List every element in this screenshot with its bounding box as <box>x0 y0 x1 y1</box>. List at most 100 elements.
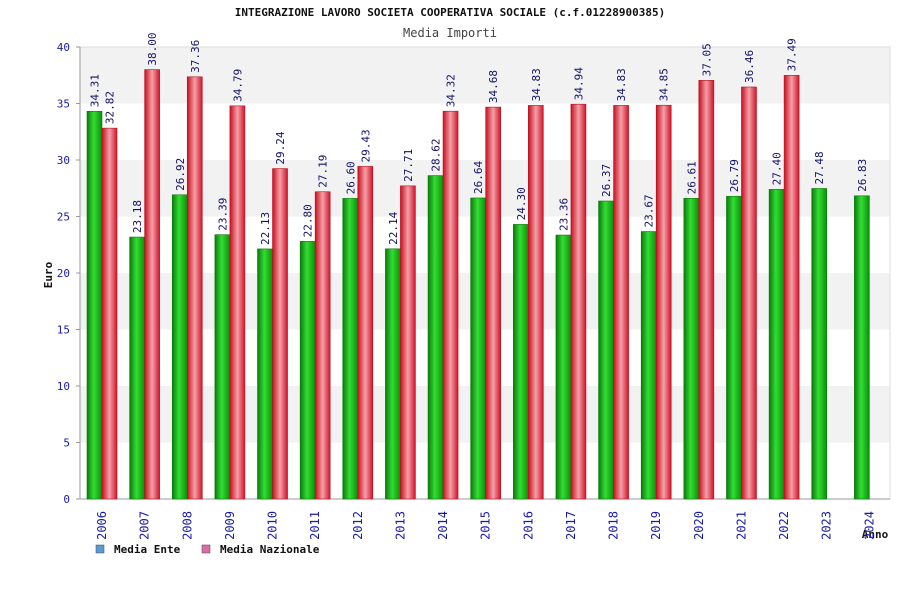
x-tick-label: 2007 <box>138 511 152 540</box>
bar-media-ente <box>683 198 700 500</box>
y-tick-label: 5 <box>63 437 70 450</box>
bar-media-ente <box>811 188 828 500</box>
x-tick-label: 2015 <box>479 511 493 540</box>
bar-media-nazionale <box>698 80 715 500</box>
y-tick-label: 10 <box>57 380 70 393</box>
x-tick-label: 2017 <box>564 511 578 540</box>
bar-media-nazionale <box>783 75 800 500</box>
x-tick-label: 2009 <box>223 511 237 540</box>
bar-media-nazionale <box>186 76 203 500</box>
x-tick-label: 2006 <box>95 511 109 540</box>
x-tick-label: 2014 <box>436 511 450 540</box>
x-tick-label: 2016 <box>521 511 535 540</box>
data-label: 37.36 <box>189 40 202 73</box>
bar-media-ente <box>427 175 444 500</box>
data-label: 27.48 <box>813 151 826 184</box>
data-label: 23.39 <box>216 198 229 231</box>
bar-media-nazionale <box>229 105 246 500</box>
bar-media-ente <box>726 195 742 500</box>
bar-media-ente <box>171 194 188 500</box>
data-label: 34.94 <box>572 67 585 100</box>
x-tick-label: 2024 <box>862 511 876 540</box>
bar-media-ente <box>299 241 316 500</box>
y-axis-label: Euro <box>42 261 55 288</box>
bar-media-nazionale <box>314 191 331 500</box>
data-label: 28.62 <box>430 138 443 171</box>
bar-media-nazionale <box>655 104 672 500</box>
bar-media-nazionale <box>442 110 459 500</box>
bar-media-ente <box>342 198 359 500</box>
x-tick-label: 2021 <box>734 511 748 540</box>
y-tick-label: 35 <box>57 98 70 111</box>
x-tick-label: 2008 <box>180 511 194 540</box>
bar-media-nazionale <box>357 166 374 500</box>
x-tick-label: 2012 <box>351 511 365 540</box>
y-tick-label: 0 <box>63 493 70 506</box>
legend-swatch-media-nazionale <box>201 544 211 554</box>
bar-media-ente <box>513 224 529 500</box>
bar-media-ente <box>768 189 785 500</box>
data-label: 23.67 <box>643 194 656 227</box>
bar-media-nazionale <box>570 103 587 500</box>
data-label: 34.68 <box>487 70 500 103</box>
legend-swatch-media-ente <box>95 544 105 554</box>
data-label: 37.49 <box>786 38 799 71</box>
x-tick-label: 2018 <box>607 511 621 540</box>
data-label: 34.31 <box>89 74 102 107</box>
data-label: 34.32 <box>445 74 458 107</box>
y-tick-label: 20 <box>57 267 70 280</box>
data-label: 32.82 <box>104 91 117 124</box>
data-label: 37.05 <box>700 43 713 76</box>
legend-label-media-ente: Media Ente <box>114 543 181 556</box>
y-tick-label: 30 <box>57 154 70 167</box>
data-label: 26.37 <box>600 164 613 197</box>
data-label: 26.79 <box>728 159 741 192</box>
data-label: 36.46 <box>743 50 756 83</box>
chart-subtitle: Media Importi <box>403 26 497 40</box>
x-axis-label: Anno <box>862 528 889 541</box>
data-label: 38.00 <box>146 32 159 65</box>
data-label: 26.61 <box>685 161 698 194</box>
data-label: 27.71 <box>402 149 415 182</box>
data-label: 29.24 <box>274 131 287 164</box>
data-label: 22.80 <box>302 204 315 237</box>
bar-media-nazionale <box>101 127 118 500</box>
y-tick-label: 15 <box>57 324 70 337</box>
x-tick-label: 2020 <box>692 511 706 540</box>
chart-title: INTEGRAZIONE LAVORO SOCIETA COOPERATIVA … <box>235 6 665 19</box>
bar-media-ente <box>555 234 572 500</box>
bar-media-nazionale <box>400 185 416 500</box>
bar-media-nazionale <box>741 86 757 500</box>
data-label: 34.83 <box>615 68 628 101</box>
data-label: 26.92 <box>174 158 187 191</box>
x-tick-label: 2011 <box>308 511 322 540</box>
legend-label-media-nazionale: Media Nazionale <box>220 543 320 556</box>
x-tick-label: 2022 <box>777 511 791 540</box>
data-label: 26.83 <box>856 159 869 192</box>
bar-media-ente <box>640 231 657 500</box>
data-label: 34.83 <box>530 68 543 101</box>
bar-media-ente <box>598 200 614 500</box>
data-label: 34.85 <box>658 68 671 101</box>
data-label: 23.18 <box>131 200 144 233</box>
x-tick-label: 2023 <box>820 511 834 540</box>
data-label: 34.79 <box>231 69 244 102</box>
data-label: 27.40 <box>771 152 784 185</box>
bar-media-nazionale <box>272 168 288 500</box>
bar-media-ente <box>257 248 273 500</box>
bar-media-nazionale <box>144 69 160 500</box>
x-tick-label: 2013 <box>393 511 407 540</box>
data-label: 27.19 <box>317 155 330 188</box>
data-label: 29.43 <box>359 129 372 162</box>
bar-media-nazionale <box>528 105 544 500</box>
bar-media-ente <box>214 234 231 500</box>
data-label: 23.36 <box>557 198 570 231</box>
data-label: 22.14 <box>387 211 400 244</box>
bar-media-nazionale <box>485 106 501 500</box>
x-tick-label: 2019 <box>649 511 663 540</box>
data-label: 24.30 <box>515 187 528 220</box>
bar-media-ente <box>86 110 103 500</box>
x-tick-label: 2010 <box>266 511 280 540</box>
bar-media-ente <box>129 236 145 500</box>
